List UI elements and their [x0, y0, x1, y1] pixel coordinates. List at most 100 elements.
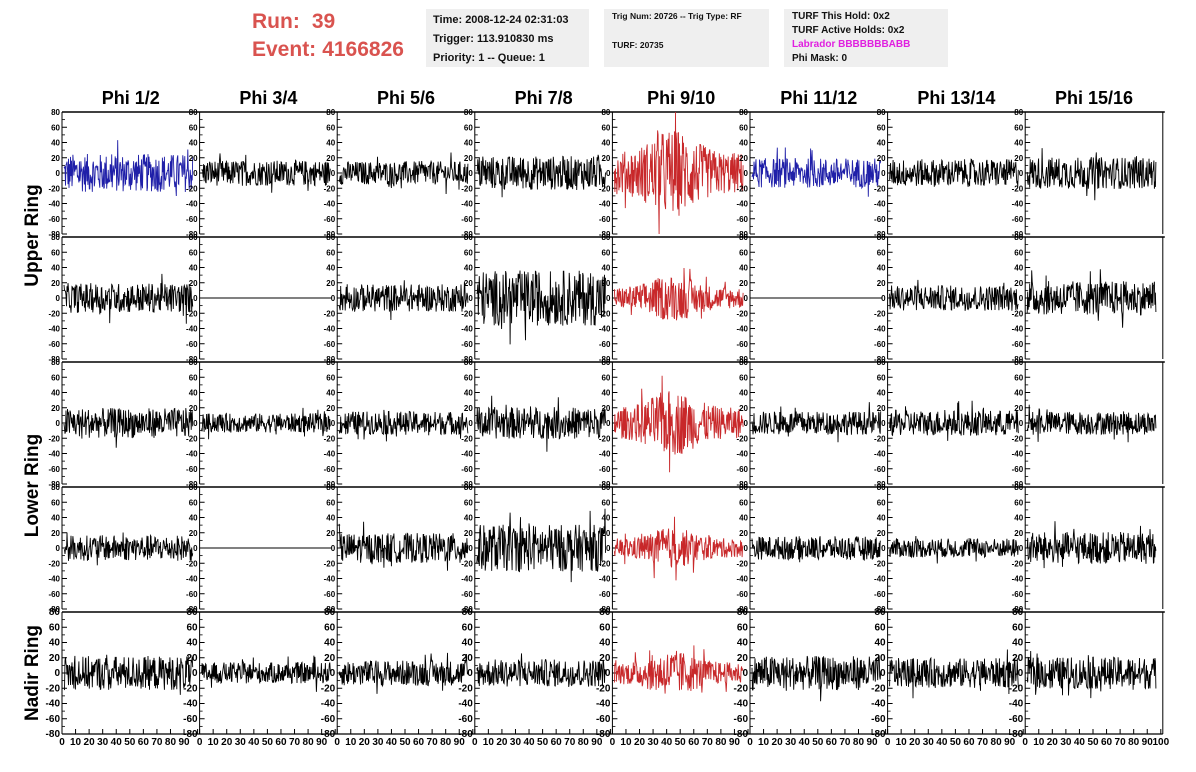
y-tick-label: 40	[739, 514, 748, 523]
waveform-trace	[63, 407, 194, 448]
y-tick-label: -20	[324, 184, 336, 193]
x-tick-label: 60	[138, 737, 150, 748]
y-tick-label: 20	[739, 279, 748, 288]
x-tick-label: 80	[991, 737, 1003, 748]
turf-hold-text: TURF This Hold: 0x2	[792, 11, 890, 22]
y-tick-label: 40	[1014, 264, 1023, 273]
y-tick-label: 80	[189, 233, 198, 242]
y-tick-label: 80	[51, 483, 60, 492]
waveform-trace	[476, 395, 606, 452]
x-tick-label: 70	[564, 737, 576, 748]
x-tick-label: 70	[702, 737, 714, 748]
x-tick-label: 30	[923, 737, 935, 748]
x-tick-label: 0	[1022, 737, 1028, 748]
y-tick-label: -60	[324, 465, 336, 474]
y-tick-label: -80	[599, 480, 611, 489]
y-tick-label: 60	[464, 498, 473, 507]
y-tick-label: 20	[1014, 154, 1023, 163]
waveform-trace	[613, 267, 744, 321]
column-header: Phi 11/12	[780, 88, 857, 108]
y-tick-label: 80	[874, 607, 886, 618]
x-tick-label: 90	[1142, 737, 1154, 748]
y-tick-label: 60	[601, 123, 610, 132]
y-tick-label: 40	[737, 638, 749, 649]
y-tick-label: -20	[599, 434, 611, 443]
y-tick-label: -40	[596, 699, 611, 710]
y-tick-label: 20	[739, 529, 748, 538]
y-tick-label: 80	[1014, 108, 1023, 117]
x-tick-label: 40	[386, 737, 398, 748]
y-tick-label: -60	[461, 340, 473, 349]
y-tick-label: 40	[739, 264, 748, 273]
y-tick-label: -40	[46, 699, 61, 710]
y-tick-label: -60	[736, 465, 748, 474]
y-tick-label: 0	[54, 668, 60, 679]
priority-text: Priority: 1 -- Queue: 1	[433, 52, 545, 64]
y-tick-label: -40	[874, 200, 886, 209]
y-tick-label: 60	[874, 622, 886, 633]
y-tick-label: 60	[1014, 498, 1023, 507]
y-tick-label: -80	[874, 355, 886, 364]
y-tick-label: 0	[56, 544, 61, 553]
y-tick-label: -80	[736, 480, 748, 489]
y-tick-label: 40	[874, 638, 886, 649]
y-tick-label: 60	[601, 498, 610, 507]
x-tick-label: 10	[345, 737, 357, 748]
y-tick-label: -60	[324, 340, 336, 349]
waveform-trace	[63, 273, 194, 324]
waveform-trace	[751, 147, 882, 197]
y-tick-label: -20	[736, 559, 748, 568]
run-value: 39	[311, 10, 336, 33]
y-tick-label: -40	[324, 575, 336, 584]
x-tick-label: 90	[591, 737, 603, 748]
turf-active-text: TURF Active Holds: 0x2	[792, 25, 905, 36]
y-tick-label: 40	[1012, 638, 1024, 649]
y-tick-label: 80	[51, 108, 60, 117]
x-tick-label: 30	[97, 737, 109, 748]
y-tick-label: 80	[189, 483, 198, 492]
y-tick-label: 40	[324, 638, 336, 649]
y-tick-label: -20	[599, 559, 611, 568]
y-tick-label: 0	[192, 668, 198, 679]
y-tick-label: 40	[186, 638, 198, 649]
y-tick-label: 20	[49, 653, 61, 664]
x-tick-label: 90	[1004, 737, 1016, 748]
x-tick-label: 80	[578, 737, 590, 748]
y-tick-label: 20	[601, 279, 610, 288]
y-tick-label: -40	[736, 200, 748, 209]
y-tick-label: 60	[601, 248, 610, 257]
y-tick-label: -20	[324, 434, 336, 443]
labrador-text: Labrador BBBBBBBABB	[792, 39, 911, 50]
y-tick-label: -80	[1012, 230, 1024, 239]
y-tick-label: 0	[468, 294, 473, 303]
y-tick-label: 80	[877, 108, 886, 117]
waveform-trace	[1026, 650, 1157, 699]
x-tick-label: 50	[537, 737, 549, 748]
y-tick-label: -40	[461, 200, 473, 209]
waveform-trace	[338, 409, 469, 442]
y-tick-label: -20	[461, 559, 473, 568]
waveform-trace	[889, 279, 1019, 311]
y-tick-label: -60	[599, 465, 611, 474]
x-tick-label: 80	[303, 737, 315, 748]
y-tick-label: 80	[464, 233, 473, 242]
y-tick-label: 0	[56, 169, 61, 178]
y-tick-label: -60	[48, 590, 60, 599]
trig-num-text: Trig Num: 20726 -- Trig Type: RF	[612, 11, 742, 21]
y-tick-label: 60	[51, 123, 60, 132]
y-tick-label: -40	[874, 325, 886, 334]
x-tick-label: 0	[610, 737, 616, 748]
y-tick-label: -20	[321, 683, 336, 694]
waveform-trace	[1026, 269, 1157, 328]
y-tick-label: -60	[461, 590, 473, 599]
x-tick-label: 90	[866, 737, 878, 748]
y-tick-label: 0	[1019, 419, 1024, 428]
y-tick-label: -20	[324, 309, 336, 318]
y-tick-label: 20	[739, 154, 748, 163]
y-tick-label: 20	[186, 653, 198, 664]
x-tick-label: 10	[208, 737, 220, 748]
y-tick-label: -20	[458, 683, 473, 694]
y-tick-label: 20	[51, 404, 60, 413]
y-tick-label: -40	[186, 325, 198, 334]
